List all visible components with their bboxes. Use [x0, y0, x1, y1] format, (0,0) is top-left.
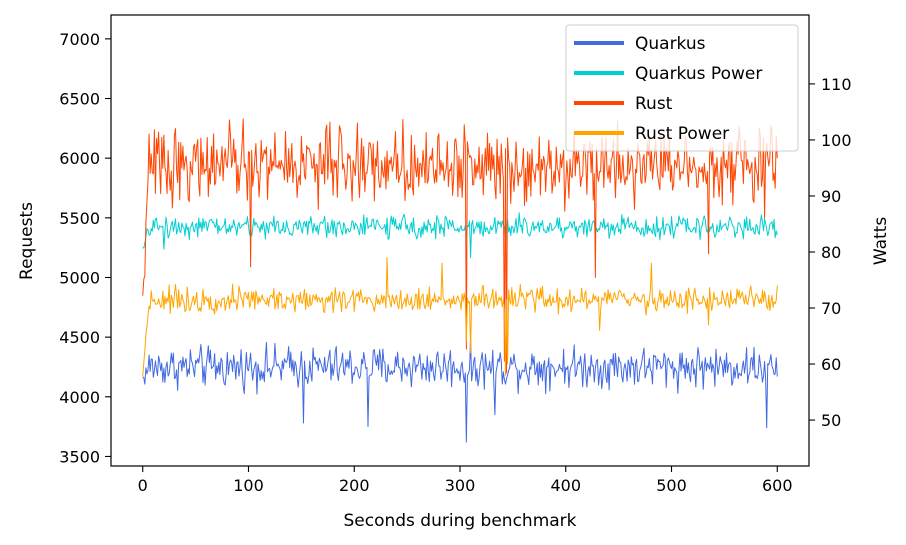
y2-tick-label: 60: [821, 355, 841, 374]
y2-tick-label: 50: [821, 411, 841, 430]
legend-entry: Quarkus: [635, 34, 706, 54]
x-tick-label: 500: [656, 476, 687, 495]
legend-box: [565, 24, 799, 152]
x-axis-label: Seconds during benchmark: [343, 511, 576, 531]
y2-tick-label: 100: [821, 131, 852, 150]
x-tick-label: 100: [233, 476, 264, 495]
x-tick-label: 0: [138, 476, 148, 495]
y2-tick-label: 80: [821, 243, 841, 262]
y-tick-label: 7000: [59, 30, 100, 49]
y2-tick-label: 90: [821, 187, 841, 206]
series-line-1: [142, 212, 778, 259]
y-tick-label: 5000: [59, 268, 100, 287]
y2-tick-label: 110: [821, 75, 852, 94]
y-tick-label: 6000: [59, 149, 100, 168]
series-line-0: [142, 337, 778, 443]
x-tick-label: 400: [550, 476, 581, 495]
x-tick-label: 600: [762, 476, 793, 495]
x-axis: 0 100 200 300 400 500 600: [138, 466, 793, 495]
y-tick-label: 5500: [59, 209, 100, 228]
y-tick-label: 4500: [59, 328, 100, 347]
legend: Quarkus Quarkus Power Rust Rust Power: [565, 24, 799, 152]
y-tick-label: 4000: [59, 388, 100, 407]
y-axis-right: 50 60 70 80 90 100 110: [809, 75, 852, 430]
series-layer: [142, 118, 778, 443]
legend-entry: Rust: [635, 94, 673, 114]
y-tick-label: 3500: [59, 447, 100, 466]
x-tick-label: 300: [445, 476, 476, 495]
y-tick-label: 6500: [59, 90, 100, 109]
y2-axis-label: Watts: [871, 217, 891, 265]
x-tick-label: 200: [339, 476, 370, 495]
series-line-3: [142, 257, 778, 377]
y-axis-left: 3500 4000 4500 5000 5500 6000 6500 7000: [59, 30, 111, 466]
y-axis-label: Requests: [17, 202, 37, 280]
legend-entry: Quarkus Power: [635, 64, 762, 84]
legend-entry: Rust Power: [635, 124, 729, 144]
y2-tick-label: 70: [821, 299, 841, 318]
series-line-2: [142, 118, 778, 374]
